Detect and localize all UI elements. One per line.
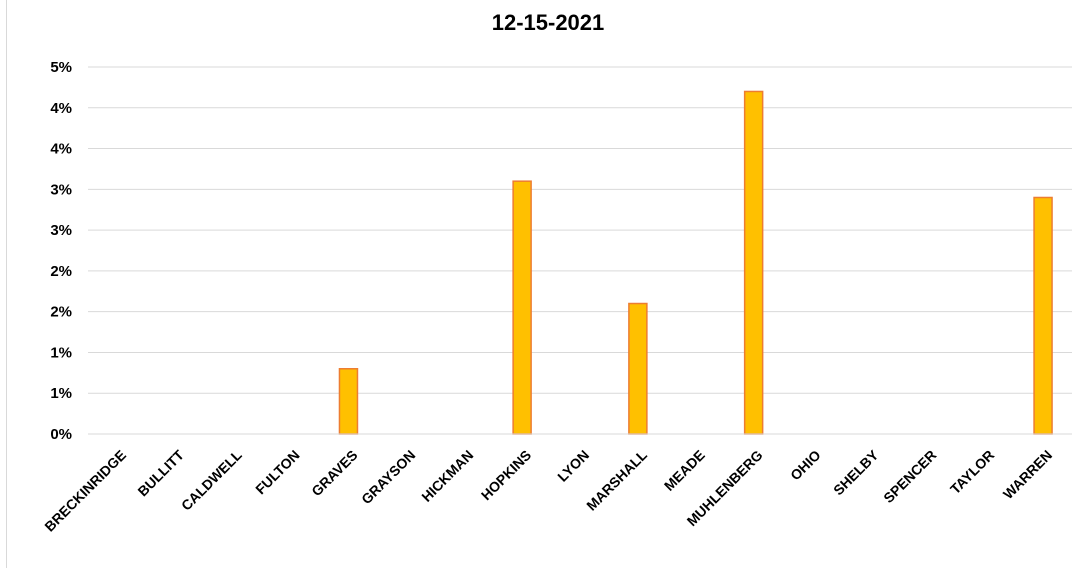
y-tick-label: 2%: [50, 263, 72, 280]
y-tick-label: 3%: [50, 222, 72, 239]
x-tick-label: HICKMAN: [418, 447, 476, 505]
x-tick-label: HOPKINS: [478, 447, 534, 503]
x-tick-label: WARREN: [1000, 447, 1055, 502]
x-tick-label: CALDWELL: [178, 446, 245, 513]
y-tick-label: 4%: [50, 141, 72, 158]
chart-frame-edge: [6, 0, 7, 568]
x-tick-label: BRECKINRIDGE: [41, 447, 129, 535]
gridlines: [88, 66, 1072, 394]
x-tick-label: TAYLOR: [947, 447, 997, 497]
x-tick-label: SHELBY: [830, 446, 882, 498]
x-tick-label: LYON: [554, 447, 592, 485]
y-tick-label: 1%: [50, 344, 72, 361]
bar-muhlenberg: [743, 90, 764, 435]
bar-graves: [338, 368, 359, 435]
y-tick-label: 4%: [50, 100, 72, 117]
y-tick-label: 0%: [50, 426, 72, 443]
chart-title: 12-15-2021: [492, 10, 605, 35]
y-tick-label: 1%: [50, 385, 72, 402]
x-tick-label: SPENCER: [880, 447, 939, 506]
x-tick-label: BULLITT: [134, 446, 187, 499]
y-tick-label: 3%: [50, 181, 72, 198]
bar-marshall: [628, 302, 648, 435]
x-tick-label: OHIO: [787, 447, 824, 484]
y-tick-label: 2%: [50, 304, 72, 321]
x-tick-label: FULTON: [252, 447, 303, 498]
bars: [338, 90, 1053, 435]
bar-warren: [1033, 196, 1053, 435]
x-tick-label: GRAYSON: [358, 447, 418, 507]
y-tick-label: 5%: [50, 59, 72, 76]
x-tick-label: GRAVES: [308, 447, 360, 499]
x-tick-label: MEADE: [661, 447, 708, 494]
y-axis-tick-labels: 0% 1% 1% 2% 2% 3% 3% 4% 4% 5%: [50, 59, 72, 443]
bar-hopkins: [512, 180, 532, 435]
x-tick-label: MARSHALL: [583, 446, 650, 513]
